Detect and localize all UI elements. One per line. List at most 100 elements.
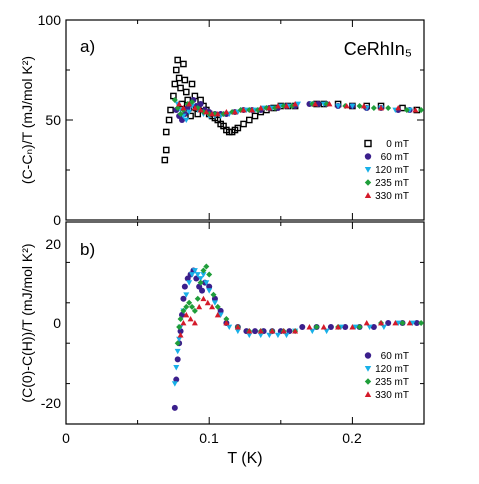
data-point [186,109,193,115]
panel-b-ytick-label: 0 [53,315,61,331]
data-point [177,315,184,322]
legend-marker [364,153,372,160]
data-point [214,111,221,117]
panel-b-ytick-label: -20 [41,395,61,411]
data-point [162,128,170,136]
data-point [312,101,319,107]
panel-a-legend: 0 mT 60 mT 120 mT 235 mT 330 mT [364,139,409,202]
data-point [223,315,230,322]
data-point [191,307,198,314]
data-point [194,295,201,302]
data-point [191,105,198,111]
data-point [309,328,316,335]
panel-b-frame [65,221,425,425]
data-point [174,56,181,64]
data-point [180,105,187,111]
data-point [172,66,180,74]
data-point [356,103,363,109]
data-point [370,105,377,111]
data-point [174,105,181,111]
data-point [174,340,181,347]
data-point [409,320,416,326]
legend-label: 120 mT [375,364,409,375]
data-point [363,320,370,326]
data-point [418,320,425,326]
legend-label: 60 mT [381,351,409,362]
data-point [197,101,204,107]
data-point [211,300,218,306]
data-point [246,332,253,339]
data-point [257,332,264,339]
legend-marker [364,391,372,398]
data-point [266,105,273,111]
x-axis-label: T (K) [227,450,262,467]
legend-label: 330 mT [375,390,409,401]
data-point [165,116,173,124]
data-point [323,328,330,335]
xtick-label: 0 [62,430,70,446]
data-point [200,267,207,274]
legend-marker [364,378,372,385]
data-point [266,332,273,339]
data-point [342,324,349,331]
xtick-label: 0.2 [342,430,362,446]
panel-b-ylabel: (C(0)-C(H))/T (mJ/mol K²) [19,243,35,402]
data-point [406,320,413,326]
compound-title: CeRhIn₅ [344,39,412,59]
panel-b-ticks [65,221,425,425]
data-point [234,328,241,335]
data-point [176,324,183,331]
data-point [245,116,253,124]
data-point [183,292,190,298]
data-point [395,105,402,111]
data-point [320,324,327,330]
data-point [182,88,190,96]
data-point [246,328,253,334]
data-point [183,303,190,310]
data-point [252,328,259,335]
data-point [413,320,420,326]
data-point [360,103,367,109]
data-point [200,295,207,302]
data-point [210,291,217,298]
panel-a-heat-capacity: 100 50 0 (C-Cₙ)/T (mJ/mol K²) a) CeRhIn₅… [19,12,425,228]
data-point [203,109,210,115]
data-point [395,320,402,326]
data-point [187,315,194,322]
data-point [183,311,190,318]
data-point [200,272,207,278]
data-point [186,299,193,306]
data-point [217,312,224,318]
legend-marker [364,192,372,199]
data-point [370,324,377,331]
data-point [183,117,190,123]
data-point [399,320,406,326]
data-point [292,328,299,334]
data-point [206,283,213,290]
data-point [335,324,342,330]
panel-a-ytick-label: 0 [53,212,61,228]
data-point [403,107,410,113]
data-point [226,324,233,331]
data-point [177,111,184,117]
data-point [187,112,194,120]
panel-b-tag: b) [80,240,95,259]
data-point [418,107,425,113]
data-point [206,271,213,278]
data-point [186,280,193,286]
data-point [196,303,203,310]
legend-marker [364,179,372,186]
xtick-label: 0.1 [199,430,219,446]
data-point [306,324,313,330]
data-point [343,103,350,109]
data-point [257,328,264,334]
data-point [180,295,187,302]
data-point [257,105,264,111]
panel-a-ytick-label: 50 [45,112,61,128]
panel-a-tag: a) [80,37,95,56]
data-point [177,84,184,92]
data-point [326,101,333,107]
data-point [274,103,281,109]
data-point [217,307,224,314]
panel-a-ytick-label: 100 [38,12,62,28]
